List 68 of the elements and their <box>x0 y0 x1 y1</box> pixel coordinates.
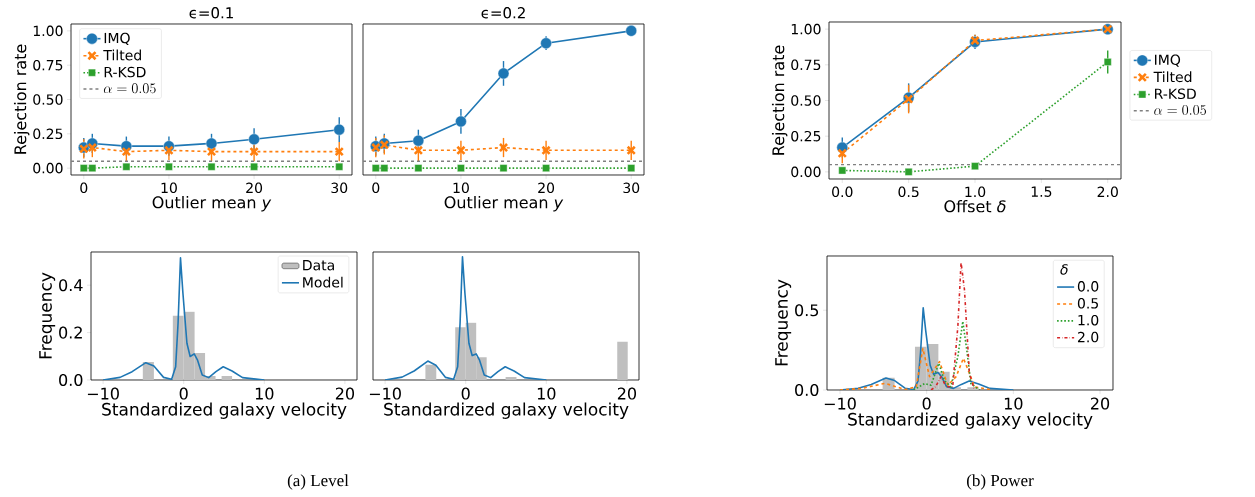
x-tick-label: 0 <box>80 182 88 194</box>
x-tick-label: 10 <box>537 387 556 400</box>
text: (b) Power <box>967 474 1034 490</box>
x-tick-label: 1.0 <box>965 186 986 198</box>
x-tick-label: 0.0 <box>832 186 853 198</box>
x-tick-label: 0 <box>372 182 380 194</box>
x-axis-title: Standardized galaxy velocity <box>848 412 1093 429</box>
legend-label: R-KSD <box>1155 88 1196 100</box>
y-tick-label: 0.50 <box>33 94 63 105</box>
y-tick-label: 0.00 <box>33 162 63 174</box>
x-axis-title: Standardized galaxy velocity <box>384 402 629 419</box>
legend-label: Data <box>303 260 334 271</box>
x-tick-label: 0 <box>922 397 931 410</box>
y-tick-label: 1.00 <box>33 25 63 37</box>
y-tick-label: 0.4 <box>59 279 83 292</box>
y-axis-title: Frequency <box>39 272 56 359</box>
x-tick-label: 0 <box>461 387 470 400</box>
x-tick-label: 30 <box>623 182 640 194</box>
legend-title: δ <box>1060 264 1068 275</box>
chart-title: ϵ=0.2 <box>481 7 525 19</box>
y-tick-label: 0.75 <box>33 59 63 71</box>
x-tick-label: 0 <box>179 387 188 400</box>
x-tick-label: −10 <box>369 387 401 400</box>
x-tick-label: 10 <box>255 387 274 400</box>
y-tick-label: 0.2 <box>59 326 82 339</box>
x-tick-label: 20 <box>246 182 263 194</box>
x-tick-label: 20 <box>617 387 637 400</box>
legend-label: $\alpha=0.05$ <box>1154 105 1206 115</box>
x-axis-title: Offset δ <box>944 199 1006 213</box>
y-tick-label: 0.25 <box>33 128 63 140</box>
legend-label: R-KSD <box>104 66 146 78</box>
x-tick-label: 20 <box>335 387 355 400</box>
y-tick-label: 0.5 <box>795 304 819 317</box>
x-axis-title: Outlier mean y <box>152 195 272 212</box>
legend-label: IMQ <box>1155 54 1181 67</box>
x-tick-label: 30 <box>331 182 348 194</box>
x-tick-label: −10 <box>87 387 119 400</box>
legend-label: Tilted <box>103 49 141 61</box>
x-tick-label: 20 <box>1091 397 1110 410</box>
y-axis-title: Rejection rate <box>771 45 788 155</box>
legend-label: 1.0 <box>1078 314 1099 326</box>
y-axis-title: Frequency <box>775 279 792 366</box>
legend-label: IMQ <box>104 32 130 45</box>
x-tick-label: −10 <box>824 397 856 410</box>
y-tick-label: 0.50 <box>791 95 821 106</box>
x-tick-label: 0.5 <box>898 186 919 198</box>
y-tick-label: 0.75 <box>791 59 821 71</box>
legend-label: Model <box>303 276 343 288</box>
x-axis-title: Outlier mean y <box>444 195 564 212</box>
x-tick-label: 10 <box>161 182 177 194</box>
chart-title: ϵ=0.1 <box>189 7 233 19</box>
y-tick-label: 1.00 <box>791 23 821 35</box>
legend-label: 0.5 <box>1077 297 1098 309</box>
y-tick-label: 0.00 <box>791 166 821 178</box>
legend-label: 0.0 <box>1077 281 1099 292</box>
x-tick-label: 10 <box>453 182 469 194</box>
x-tick-label: 10 <box>1004 397 1023 410</box>
x-axis-title: Standardized galaxy velocity <box>102 402 347 419</box>
y-tick-label: 0.25 <box>791 130 821 142</box>
x-tick-label: 1.5 <box>1031 186 1052 197</box>
text: (a) Level <box>287 474 349 490</box>
legend-label: 2.0 <box>1077 331 1099 343</box>
x-tick-label: 20 <box>538 182 555 194</box>
legend-label: Tilted <box>1153 71 1192 83</box>
x-tick-label: 2.0 <box>1097 186 1118 198</box>
y-tick-label: 0.0 <box>59 373 83 387</box>
legend-label: $\alpha=0.05$ <box>103 83 156 94</box>
y-axis-title: Rejection rate <box>13 44 30 154</box>
